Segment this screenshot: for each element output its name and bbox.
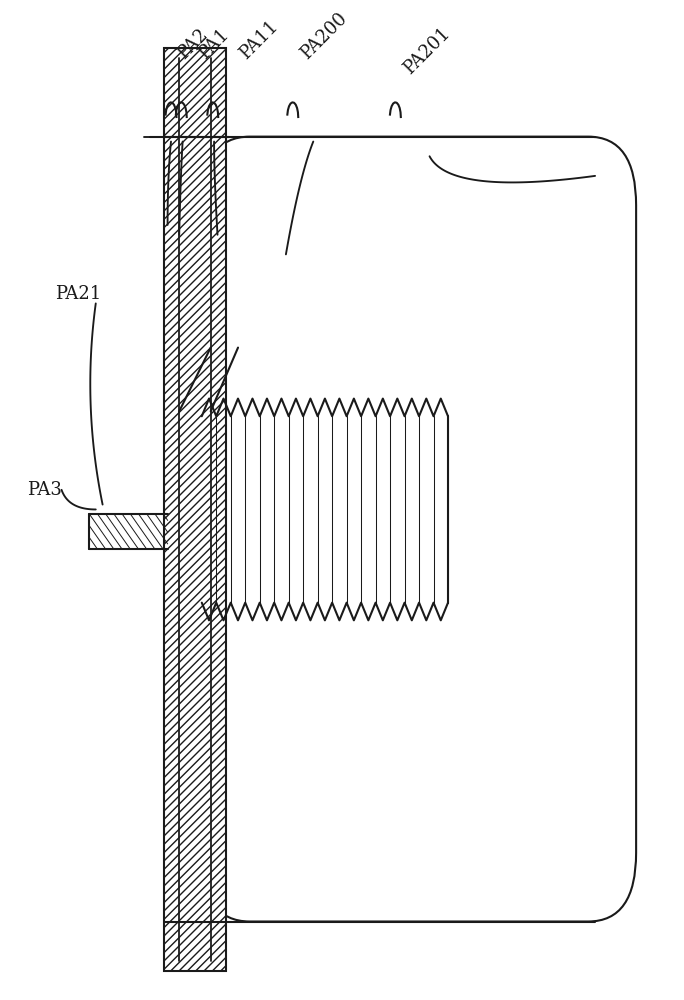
Text: PA11: PA11 [236,18,282,63]
FancyBboxPatch shape [202,137,636,922]
Text: PA1: PA1 [195,26,233,63]
Text: PA2: PA2 [174,26,212,63]
Bar [164,48,226,971]
Text: PA21: PA21 [55,285,101,303]
Text: PA201: PA201 [400,24,453,78]
Text: PA200: PA200 [298,9,351,63]
Text: PA3: PA3 [27,481,62,499]
